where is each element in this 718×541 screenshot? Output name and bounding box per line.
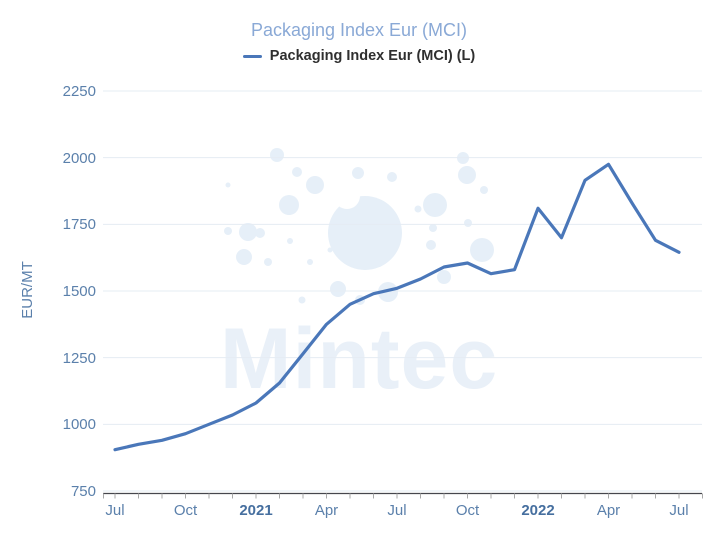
watermark-bubble-icon	[225, 182, 231, 188]
watermark-bubble-icon	[307, 259, 313, 265]
watermark-bubble-icon	[327, 247, 333, 253]
chart-title: Packaging Index Eur (MCI)	[250, 20, 468, 40]
watermark-bubble-icon	[287, 238, 293, 244]
watermark-bubble-icon	[480, 186, 488, 194]
watermark-bubble-icon	[292, 167, 302, 177]
watermark-bubble-icon	[279, 195, 299, 215]
x-axis-tick-label: Jul	[669, 502, 689, 519]
watermark-bubble-icon	[387, 172, 397, 182]
y-axis-tick-label: 2250	[62, 83, 96, 100]
watermark-bubble-notch	[334, 183, 360, 209]
watermark-mintec: Mintec	[219, 311, 499, 407]
series-line[interactable]	[113, 162, 681, 452]
watermark-bubble-icon	[352, 167, 364, 179]
x-axis-tick-label: Oct	[455, 502, 480, 519]
watermark-bubble-icon	[239, 223, 257, 241]
watermark-bubble-icon	[306, 176, 324, 194]
watermark-bubble-icon	[437, 270, 451, 284]
watermark-bubble-icon	[224, 227, 232, 235]
watermark-bubble-icon	[264, 258, 272, 266]
watermark-bubble-icon	[270, 148, 284, 162]
watermark-bubble-icon	[423, 193, 447, 217]
watermark-bubble-icon	[429, 224, 437, 232]
watermark-bubble-icon	[426, 240, 436, 250]
x-axis-tick-label: Oct	[173, 502, 198, 519]
y-axis-tick-label: 750	[70, 483, 96, 500]
watermark-bubble-icon	[298, 296, 306, 304]
watermark-bubble-icon	[458, 166, 476, 184]
x-axis-tick-label: Jul	[105, 502, 125, 519]
watermark-bubble-icon	[414, 205, 422, 213]
watermark-bubble-icon	[328, 196, 402, 270]
y-axis-tick-label: 1250	[62, 349, 96, 367]
watermark-bubble-icon	[464, 219, 472, 227]
x-axis-tick-label: Apr	[596, 502, 621, 519]
watermark-bubble-icon	[236, 249, 252, 265]
legend-line-swatch-icon	[242, 54, 262, 58]
x-axis-tick-label: Apr	[314, 502, 339, 519]
legend-item[interactable]: Packaging Index Eur (MCI) (L)	[0, 48, 718, 64]
x-axis-tick-label: Jul	[387, 502, 407, 519]
y-axis-tick-label: 1000	[62, 416, 96, 434]
y-axis-tick-label: 2000	[62, 149, 96, 167]
y-axis-tick-label: 1750	[62, 216, 96, 234]
y-axis-tick-label: 1500	[62, 283, 96, 300]
watermark-bubble-icon	[470, 238, 494, 262]
legend-label: Packaging Index Eur (MCI) (L)	[269, 48, 476, 64]
x-axis-tick-label: 2021	[239, 502, 273, 519]
watermark-bubble-icon	[255, 228, 265, 238]
watermark-bubble-icon	[330, 281, 346, 297]
x-axis-tick-label: 2022	[521, 502, 555, 519]
